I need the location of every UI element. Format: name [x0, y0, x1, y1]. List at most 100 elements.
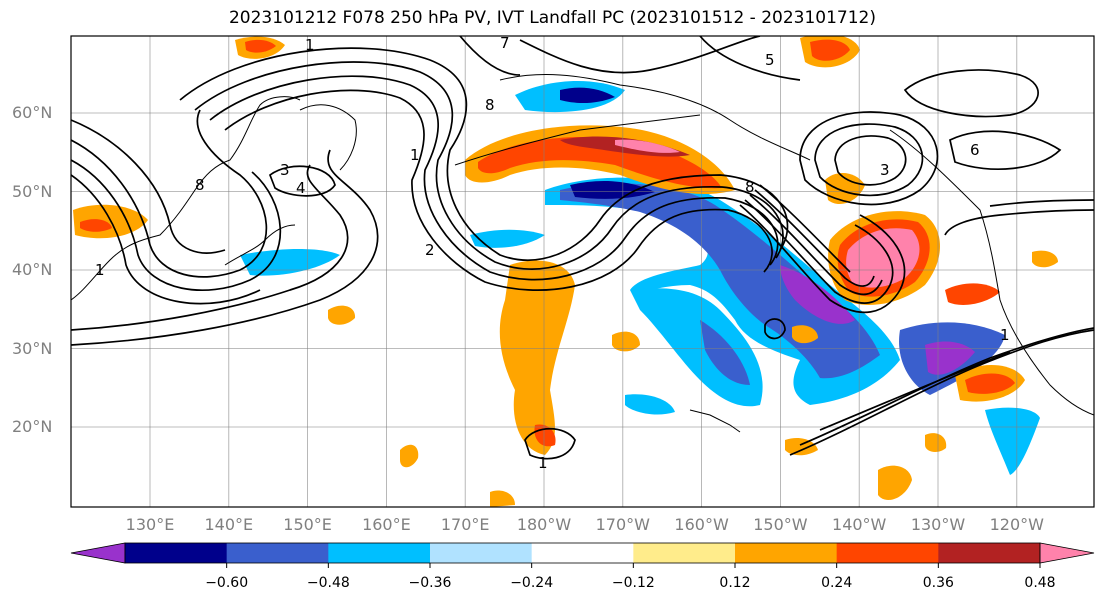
colorbar-segment: [328, 543, 431, 563]
contour-label: 2: [425, 241, 435, 259]
contour-label: 5: [765, 51, 775, 69]
pv-contour: [179, 47, 789, 261]
colorbar: [70, 542, 1095, 568]
colorbar-segment: [735, 543, 838, 563]
colorbar-label: −0.60: [205, 575, 249, 591]
positive-anomaly-ne: [825, 173, 865, 205]
negative-anomaly-small: [470, 229, 545, 248]
positive-anomaly-small-1: [328, 305, 356, 325]
negative-anomaly-core: [570, 180, 655, 199]
positive-anomaly-west-core: [80, 219, 112, 232]
negative-anomaly-east-core: [925, 341, 975, 375]
positive-anomaly-small-7: [1032, 250, 1058, 268]
colorbar-label: −0.12: [611, 575, 655, 591]
longitude-label: 180°W: [516, 515, 572, 534]
coastline-na-west: [889, 129, 1094, 416]
colorbar-extend-min: [70, 542, 126, 564]
longitude-label: 150°E: [283, 515, 332, 534]
coastline-alaska: [499, 74, 811, 161]
contour-label: 6: [970, 141, 980, 159]
colorbar-label: −0.24: [510, 575, 554, 591]
colorbar-label: 0.12: [719, 575, 751, 591]
pv-contour: [699, 36, 801, 81]
pv-contour: [71, 149, 379, 346]
pv-contour: [903, 69, 1039, 118]
colorbar-outline: [124, 542, 1041, 564]
positive-anomaly-small-6: [400, 444, 419, 468]
longitude-label: 140°W: [832, 515, 887, 534]
contour-label: 3: [280, 161, 290, 179]
positive-anomaly-small-2: [612, 331, 640, 352]
negative-anomaly-south-2: [700, 320, 750, 385]
colorbar-segment: [430, 543, 533, 563]
positive-anomaly-se-core: [965, 373, 1015, 394]
pv-contour: [224, 89, 773, 291]
contour-label: 1: [95, 261, 105, 279]
negative-anomaly-ne-core: [560, 87, 615, 104]
pv-contour: [749, 194, 883, 296]
colorbar-segment: [938, 543, 1041, 563]
positive-anomaly-east-core: [846, 228, 920, 288]
positive-anomaly-small-3: [792, 325, 818, 344]
negative-anomaly-hawaii: [625, 394, 675, 415]
ivt-shading: [73, 36, 1058, 507]
positive-anomaly-topleft-core: [245, 39, 276, 53]
pv-contour: [789, 329, 1094, 456]
pv-contour: [834, 135, 907, 186]
pv-contour: [459, 36, 521, 76]
longitude-label: 140°E: [204, 515, 254, 534]
contour-label: 1: [410, 146, 420, 164]
colorbar-segment: [226, 543, 329, 563]
contour-label: 7: [500, 34, 510, 52]
positive-anomaly-coast: [945, 283, 1000, 305]
contour-label: 1: [1000, 326, 1010, 344]
pv-contour: [524, 428, 576, 460]
longitude-label: 170°W: [595, 515, 650, 534]
pv-contour: [949, 130, 1062, 171]
pv-contour: [989, 199, 1094, 207]
colorbar-label: 0.24: [821, 575, 853, 591]
latitude-label: 20°N: [12, 417, 53, 436]
colorbar-extend-max: [1039, 542, 1095, 564]
positive-anomaly-small-9: [490, 490, 515, 507]
longitude-label: 130°W: [910, 515, 966, 534]
coastline-japan: [224, 224, 296, 266]
pv-contour: [799, 111, 939, 206]
longitude-label: 160°E: [362, 515, 411, 534]
pv-contour: [944, 209, 1094, 236]
longitude-label: 130°E: [125, 515, 175, 534]
pv-contour: [71, 174, 261, 305]
pv-contour: [819, 351, 1011, 431]
coastlines: [71, 74, 1094, 433]
longitude-label: 170°E: [440, 515, 490, 534]
pv-contour: [744, 199, 894, 304]
pv-contour: [194, 61, 784, 270]
latitude-label: 50°N: [12, 181, 53, 201]
pv-contour: [71, 109, 268, 278]
positive-anomaly-small-5: [785, 438, 818, 456]
coastline-hawaii: [689, 409, 741, 433]
positive-anomaly-south: [499, 260, 575, 455]
colorbar-segment: [633, 543, 736, 563]
pv-contour: [739, 204, 906, 314]
contour-label: 1: [538, 454, 548, 472]
contour-label: 8: [745, 178, 755, 196]
negative-anomaly-se: [985, 407, 1040, 475]
positive-anomaly-top-core: [810, 39, 850, 61]
latitude-label: 40°N: [12, 260, 53, 279]
pv-contour: [814, 123, 924, 197]
colorbar-label: −0.48: [306, 575, 350, 591]
pv-contour: [71, 119, 226, 254]
colorbar-label: 0.36: [922, 575, 954, 591]
latitude-label: 60°N: [12, 103, 53, 122]
contour-label: 8: [195, 176, 205, 194]
pv-contour: [799, 327, 1094, 446]
longitude-label: 160°W: [674, 515, 729, 534]
pv-contour: [71, 159, 282, 292]
pv-contour: [209, 75, 779, 281]
latitude-label: 30°N: [12, 338, 53, 358]
negative-anomaly-core-2: [780, 265, 855, 324]
contour-label: 4: [296, 179, 306, 197]
longitude-label: 150°W: [753, 515, 808, 534]
